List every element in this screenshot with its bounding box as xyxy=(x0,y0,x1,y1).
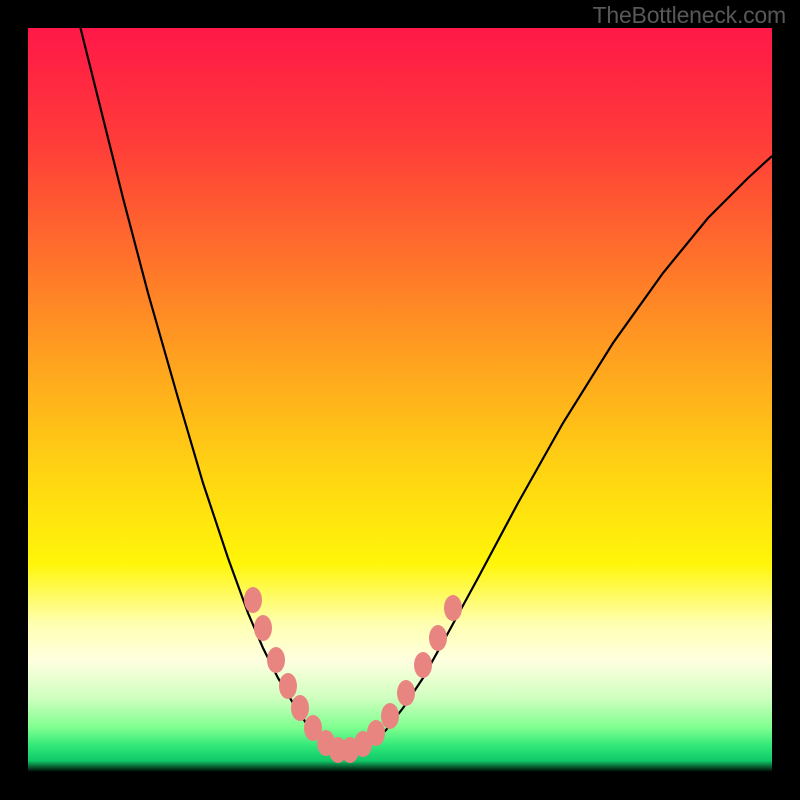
watermark-text: TheBottleneck.com xyxy=(593,2,786,29)
chart-frame-border xyxy=(0,0,800,800)
